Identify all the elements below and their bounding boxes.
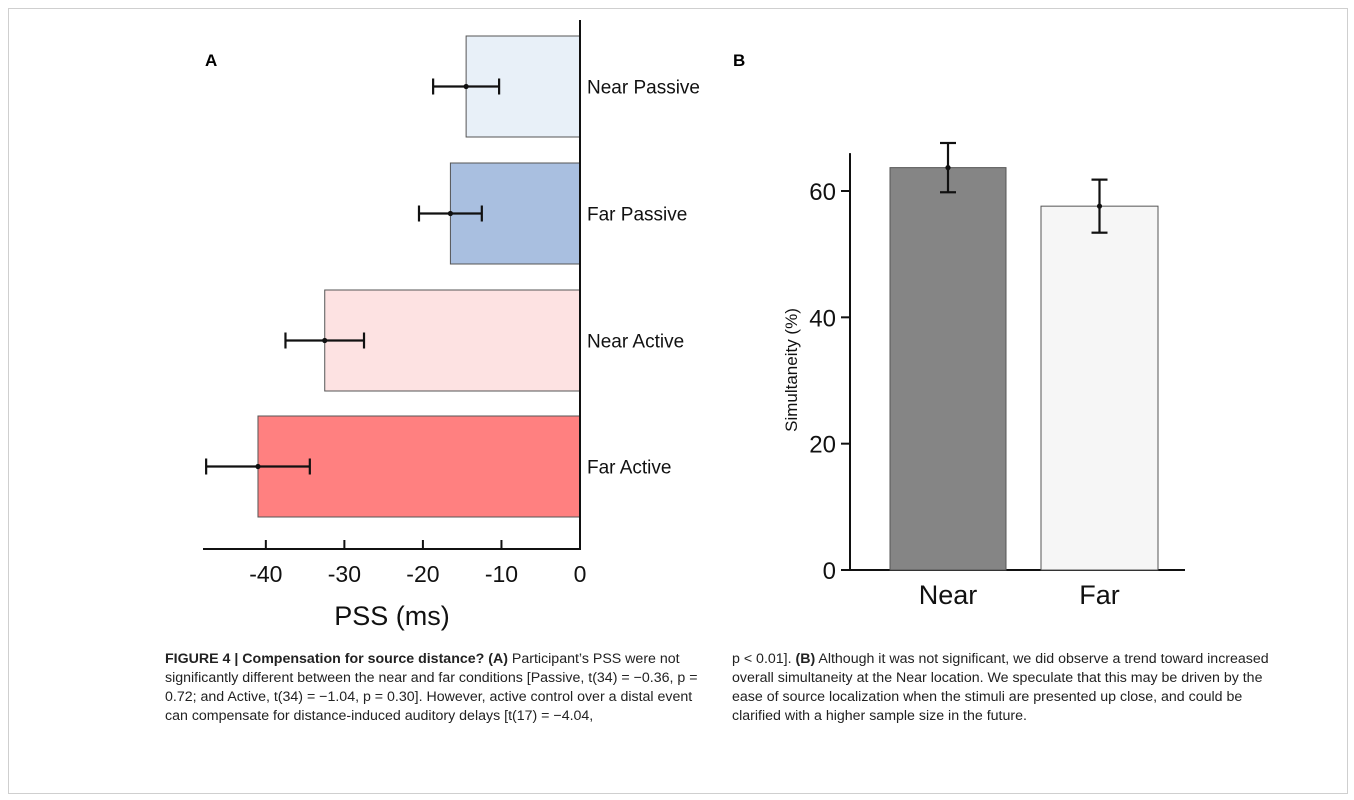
caption-left: FIGURE 4 | Compensation for source dista… bbox=[165, 650, 705, 726]
mean-point bbox=[447, 210, 454, 217]
mean-point bbox=[322, 337, 328, 344]
y-axis-title: Simultaneity (%) bbox=[782, 308, 801, 432]
caption-left-text: Participant’s PSS were not significantly… bbox=[165, 651, 698, 724]
mean-point bbox=[945, 165, 951, 171]
category-label: Near bbox=[919, 580, 978, 610]
figure-panels: A Near Passive Far Passive Near Active Far A… bbox=[203, 20, 1185, 631]
y-tick-label: 20 bbox=[809, 432, 836, 459]
category-label: Far bbox=[1079, 580, 1120, 610]
figure-frame bbox=[8, 8, 1348, 794]
x-tick-label: -10 bbox=[485, 561, 518, 587]
mean-point bbox=[1096, 203, 1103, 209]
x-axis-title: PSS (ms) bbox=[334, 601, 450, 631]
panel-b-label: B bbox=[733, 51, 745, 70]
x-tick-label: 0 bbox=[574, 561, 587, 587]
mean-point bbox=[255, 463, 261, 470]
y-tick-label: 60 bbox=[809, 179, 836, 206]
category-label: Far Active bbox=[587, 458, 671, 479]
y-tick-label: 0 bbox=[823, 558, 836, 585]
category-label: Far Passive bbox=[587, 205, 687, 226]
caption-right-text-2: Although it was not significant, we did … bbox=[732, 651, 1269, 724]
y-tick-label: 40 bbox=[809, 305, 836, 332]
caption-title: FIGURE 4 | Compensation for source dista… bbox=[165, 651, 508, 667]
panel-b: B 0 20 40 60 Simultaneity (%) Near Far bbox=[733, 51, 1185, 610]
mean-point bbox=[463, 83, 469, 90]
bar-far bbox=[1040, 205, 1159, 571]
bar-near bbox=[889, 167, 1007, 571]
x-tick-label: -40 bbox=[249, 561, 282, 587]
x-tick-label: -30 bbox=[328, 561, 361, 587]
x-tick-label: -20 bbox=[406, 561, 439, 587]
bar-far-active bbox=[257, 415, 581, 518]
category-label: Near Passive bbox=[587, 78, 700, 99]
panel-a-label: A bbox=[205, 51, 217, 70]
bar-near-active bbox=[324, 289, 581, 392]
caption-right-text-1: p < 0.01]. bbox=[732, 651, 796, 667]
panel-a: A Near Passive Far Passive Near Active Far A… bbox=[203, 20, 700, 631]
caption-right: p < 0.01]. (B) Although it was not signi… bbox=[732, 650, 1272, 726]
category-label: Near Active bbox=[587, 332, 684, 353]
caption-panel-b-ref: (B) bbox=[795, 651, 816, 667]
